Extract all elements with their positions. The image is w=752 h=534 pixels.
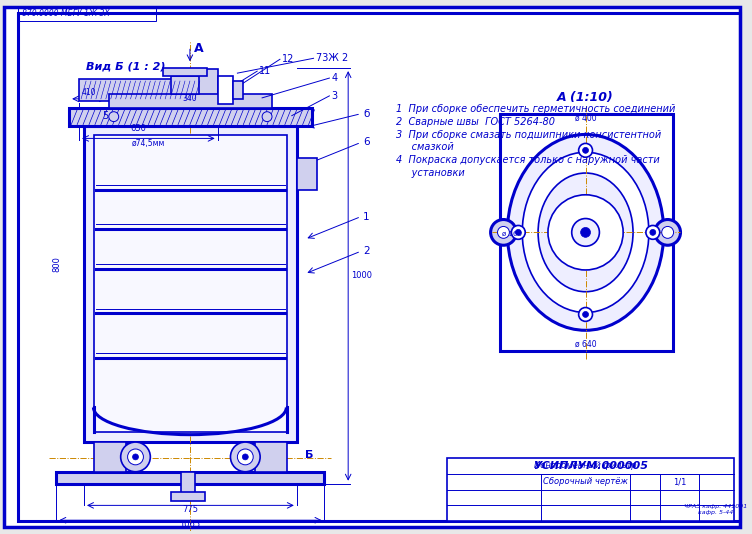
Bar [79,79,198,101]
Circle shape [238,449,253,465]
Text: 6: 6 [363,137,370,147]
Ellipse shape [538,173,633,292]
Circle shape [650,230,656,235]
Text: Вид Б (1 : 2): Вид Б (1 : 2) [86,61,165,71]
Circle shape [490,219,517,245]
Text: 1  При сборке обеспечить герметичность соединений: 1 При сборке обеспечить герметичность со… [396,104,675,114]
Text: 410: 410 [82,88,96,97]
Text: 3: 3 [332,91,338,101]
Bar [181,472,195,493]
Circle shape [581,227,590,237]
Circle shape [109,112,119,122]
Circle shape [132,454,138,460]
Text: 870.0000 МБГУ 1Ж 3Х: 870.0000 МБГУ 1Ж 3Х [22,9,109,18]
Circle shape [515,230,521,235]
Circle shape [230,442,260,472]
Circle shape [583,311,589,317]
Bar [171,491,205,501]
Text: 800: 800 [52,256,61,272]
Text: 1000: 1000 [351,271,372,280]
Bar [297,158,317,190]
Bar [171,76,199,94]
Text: ø 640: ø 640 [575,340,596,349]
Text: УСИПЛУМ.000005: УСИПЛУМ.000005 [533,461,648,471]
Bar [69,108,311,125]
Circle shape [262,112,272,122]
Text: ø 400: ø 400 [575,114,596,123]
Text: A: A [194,42,204,55]
Text: 11: 11 [259,66,271,76]
Bar [198,69,217,111]
Text: 775: 775 [182,505,198,514]
Circle shape [242,454,248,460]
Text: ø 160: ø 160 [502,230,523,237]
Text: Б: Б [305,450,313,460]
Text: 340: 340 [183,94,197,103]
Ellipse shape [508,135,664,331]
Bar [217,76,233,104]
Text: ø74,5мм: ø74,5мм [132,139,165,148]
Text: 5: 5 [102,111,108,121]
Text: 4  Покраска допускается только с наружной части: 4 Покраска допускается только с наружной… [396,155,660,165]
Text: ЧРАЗ кафр. 441091
кафр. 5-44: ЧРАЗ кафр. 441091 кафр. 5-44 [684,504,747,515]
Text: Сборочный чертёж: Сборочный чертёж [543,477,628,486]
Text: 2: 2 [363,246,370,256]
Text: 1065: 1065 [179,520,201,529]
Circle shape [655,219,681,245]
Bar [499,114,672,351]
Text: 650: 650 [131,123,147,132]
Bar [94,136,287,432]
Bar [163,68,207,76]
Text: б: б [363,109,369,119]
Text: смазкой: смазкой [396,143,453,152]
Circle shape [120,442,150,472]
Circle shape [128,449,144,465]
Text: 4: 4 [332,73,338,83]
Text: установки: установки [396,168,465,178]
Circle shape [572,218,599,246]
Bar [109,94,272,108]
Bar [18,7,156,21]
Text: А (1:10): А (1:10) [557,91,614,104]
Circle shape [578,144,593,157]
Text: 3  При сборке смазать подшипники консистентной: 3 При сборке смазать подшипники консисте… [396,130,661,139]
Bar [84,125,297,442]
Circle shape [548,195,623,270]
Text: Ионообменный фильтр: Ионообменный фильтр [534,461,637,470]
Text: 1: 1 [363,211,370,222]
Ellipse shape [522,152,649,312]
Circle shape [498,226,509,238]
Circle shape [646,225,660,239]
Circle shape [583,147,589,153]
Text: 73Ж 2: 73Ж 2 [316,53,347,64]
Text: 12: 12 [282,54,294,64]
Circle shape [511,225,525,239]
Bar [255,442,287,472]
Circle shape [662,226,674,238]
Text: 2  Сварные швы  ГОСТ 5264-80: 2 Сварные швы ГОСТ 5264-80 [396,116,555,127]
Bar [56,472,324,484]
Bar [94,442,126,472]
Bar [233,81,244,99]
Circle shape [578,308,593,321]
Text: 1/1: 1/1 [673,477,687,486]
Bar [447,458,734,521]
